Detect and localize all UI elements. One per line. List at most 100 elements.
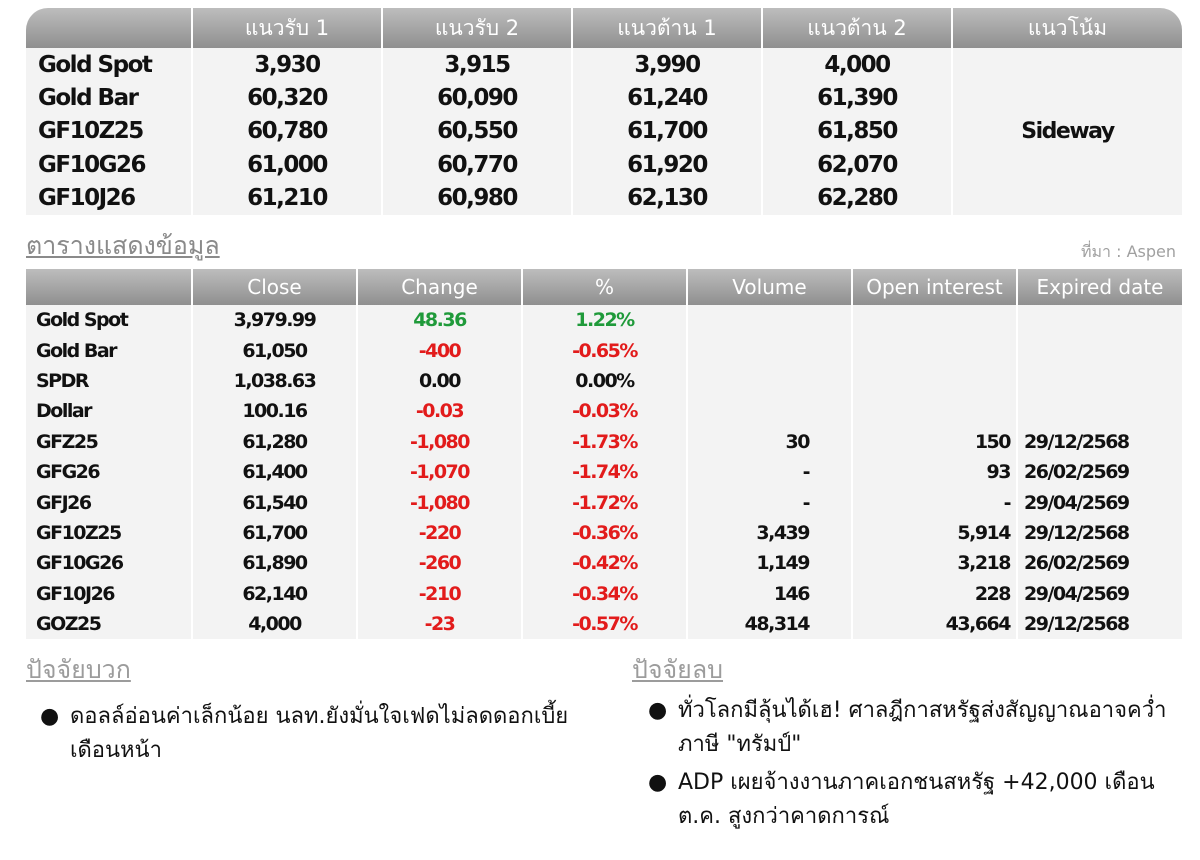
change-value: -1,080 bbox=[356, 487, 522, 518]
levels-row: GF10Z25 60,780 60,550 61,700 61,850 bbox=[26, 114, 1182, 149]
instrument-name: Gold Bar bbox=[26, 335, 192, 366]
factor-text: ทั่วโลกมีลุ้นได้เฮ! ศาลฎีกาสหรัฐส่งสัญญา… bbox=[678, 698, 1167, 757]
close-value: 61,050 bbox=[191, 335, 357, 366]
change-value: -23 bbox=[356, 608, 522, 640]
open-interest-value: - bbox=[851, 487, 1017, 518]
instrument-name: GF10J26 bbox=[26, 578, 192, 609]
data-row: Gold Bar 61,050 -400 -0.65% bbox=[26, 335, 1182, 366]
factor-item: ● ทั่วโลกมีลุ้นได้เฮ! ศาลฎีกาสหรัฐส่งสัญญ… bbox=[638, 694, 1178, 762]
change-value: -210 bbox=[356, 578, 522, 609]
data-header-blank bbox=[26, 269, 192, 305]
support-1-value: 61,000 bbox=[191, 148, 382, 182]
instrument-name: Gold Spot bbox=[26, 48, 192, 82]
negative-factors-list: ● ทั่วโลกมีลุ้นได้เฮ! ศาลฎีกาสหรัฐส่งสัญญ… bbox=[638, 694, 1178, 838]
open-interest-value: 228 bbox=[851, 578, 1017, 609]
data-row: GOZ25 4,000 -23 -0.57% 48,314 43,664 29/12/256… bbox=[26, 608, 1182, 640]
data-row: Dollar 100.16 -0.03 -0.03% bbox=[26, 396, 1182, 427]
volume-value bbox=[686, 335, 852, 366]
expired-date-value bbox=[1016, 305, 1182, 336]
volume-value: 30 bbox=[686, 426, 852, 457]
levels-header-resistance-2: แนวต้าน 2 bbox=[761, 8, 952, 48]
change-value: 0.00 bbox=[356, 365, 522, 397]
instrument-name: GF10G26 bbox=[26, 148, 192, 182]
levels-header-support-1: แนวรับ 1 bbox=[191, 8, 382, 48]
instrument-name: GOZ25 bbox=[26, 608, 192, 640]
volume-value: 1,149 bbox=[686, 548, 852, 579]
data-row: GFJ26 61,540 -1,080 -1.72% - -29/04/2569 bbox=[26, 487, 1182, 518]
instrument-name: GF10Z25 bbox=[26, 517, 192, 549]
resistance-1-value: 3,990 bbox=[571, 48, 762, 82]
data-row: Gold Spot 3,979.99 48.36 1.22% bbox=[26, 305, 1182, 336]
factor-text: ADP เผยจ้างงานภาคเอกชนสหรัฐ +42,000 เดือ… bbox=[678, 770, 1155, 829]
data-row: GF10J26 62,140 -210 -0.34% 146 228 29/04/2569 bbox=[26, 578, 1182, 609]
instrument-name: SPDR bbox=[26, 365, 192, 397]
resistance-1-value: 61,920 bbox=[571, 148, 762, 182]
percent-value: -1.74% bbox=[521, 456, 687, 488]
volume-value: 146 bbox=[686, 578, 852, 609]
percent-value: -0.42% bbox=[521, 548, 687, 579]
data-row: GF10Z25 61,700 -220 -0.36% 3,439 5,914 29/12/2… bbox=[26, 517, 1182, 549]
volume-value bbox=[686, 305, 852, 336]
data-row: GF10G26 61,890 -260 -0.42% 1,149 3,218 26/02/2… bbox=[26, 548, 1182, 579]
open-interest-value bbox=[851, 305, 1017, 336]
data-header-open-interest: Open interest bbox=[851, 269, 1017, 305]
percent-value: -0.36% bbox=[521, 517, 687, 549]
close-value: 3,979.99 bbox=[191, 305, 357, 336]
change-value: -1,080 bbox=[356, 426, 522, 457]
expired-date-value bbox=[1016, 396, 1182, 427]
resistance-2-value: 61,390 bbox=[761, 81, 952, 115]
data-row: SPDR 1,038.63 0.00 0.00% bbox=[26, 365, 1182, 397]
instrument-name: Gold Bar bbox=[26, 81, 192, 115]
volume-value bbox=[686, 365, 852, 397]
data-header-row: Close Change % Volume Open interest Expi… bbox=[26, 269, 1182, 305]
bullet-icon: ● bbox=[40, 704, 60, 729]
support-resistance-table: แนวรับ 1 แนวรับ 2 แนวต้าน 1 แนวต้าน 2 แน… bbox=[26, 8, 1182, 215]
negative-factors-title: ปัจจัยลบ bbox=[632, 655, 724, 684]
resistance-1-value: 61,700 bbox=[571, 114, 762, 149]
expired-date-value: 29/12/2568 bbox=[1016, 608, 1182, 640]
open-interest-value bbox=[851, 396, 1017, 427]
data-header-change: Change bbox=[356, 269, 522, 305]
instrument-name: GF10Z25 bbox=[26, 114, 192, 149]
volume-value bbox=[686, 396, 852, 427]
instrument-name: Gold Spot bbox=[26, 305, 192, 336]
close-value: 61,700 bbox=[191, 517, 357, 549]
change-value: -220 bbox=[356, 517, 522, 549]
expired-date-value: 29/12/2568 bbox=[1016, 426, 1182, 457]
levels-row: GF10J26 61,210 60,980 62,130 62,280 bbox=[26, 181, 1182, 215]
expired-date-value: 26/02/2569 bbox=[1016, 456, 1182, 488]
percent-value: -0.03% bbox=[521, 396, 687, 427]
close-value: 4,000 bbox=[191, 608, 357, 640]
close-value: 1,038.63 bbox=[191, 365, 357, 397]
close-value: 100.16 bbox=[191, 396, 357, 427]
open-interest-value: 150 bbox=[851, 426, 1017, 457]
data-row: GFG26 61,400 -1,070 -1.74% -93 26/02/2569 bbox=[26, 456, 1182, 488]
close-value: 62,140 bbox=[191, 578, 357, 609]
source-note: ที่มา : Aspen bbox=[1080, 242, 1176, 261]
open-interest-value bbox=[851, 365, 1017, 397]
support-2-value: 3,915 bbox=[381, 48, 572, 82]
market-data-table: Close Change % Volume Open interest Expi… bbox=[26, 269, 1182, 640]
percent-value: -0.57% bbox=[521, 608, 687, 640]
volume-value: - bbox=[686, 487, 852, 518]
levels-header-row: แนวรับ 1 แนวรับ 2 แนวต้าน 1 แนวต้าน 2 แน… bbox=[26, 8, 1182, 48]
volume-value: 48,314 bbox=[686, 608, 852, 640]
open-interest-value bbox=[851, 335, 1017, 366]
support-2-value: 60,090 bbox=[381, 81, 572, 115]
support-2-value: 60,980 bbox=[381, 181, 572, 215]
table-caption: ตารางแสดงข้อมูล bbox=[26, 231, 220, 260]
data-header-volume: Volume bbox=[686, 269, 852, 305]
factor-item: ● ดอลล์อ่อนค่าเล็กน้อย นลท.ยังมั่นใจเฟดไม… bbox=[30, 700, 580, 768]
expired-date-value: 29/04/2569 bbox=[1016, 578, 1182, 609]
factor-item: ● ADP เผยจ้างงานภาคเอกชนสหรัฐ +42,000 เดื… bbox=[638, 766, 1178, 834]
open-interest-value: 43,664 bbox=[851, 608, 1017, 640]
resistance-1-value: 61,240 bbox=[571, 81, 762, 115]
open-interest-value: 93 bbox=[851, 456, 1017, 488]
percent-value: -1.73% bbox=[521, 426, 687, 457]
expired-date-value bbox=[1016, 335, 1182, 366]
instrument-name: GFJ26 bbox=[26, 487, 192, 518]
percent-value: -0.65% bbox=[521, 335, 687, 366]
levels-row: Gold Bar 60,320 60,090 61,240 61,390 bbox=[26, 81, 1182, 115]
factor-text: ดอลล์อ่อนค่าเล็กน้อย นลท.ยังมั่นใจเฟดไม่… bbox=[70, 704, 569, 763]
support-1-value: 60,780 bbox=[191, 114, 382, 149]
